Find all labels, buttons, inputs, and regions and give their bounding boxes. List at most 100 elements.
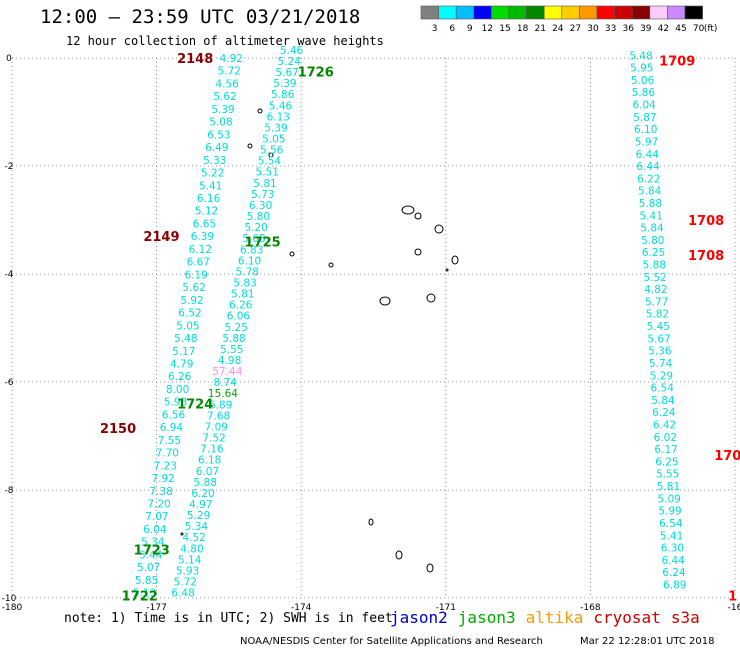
swh-value-label: 5.52	[643, 272, 666, 284]
data-labels: 5.135.855.073.445.346.047.077.207.387.92…	[133, 45, 687, 600]
swh-value-label: 5.12	[195, 206, 218, 218]
island-outline	[434, 224, 444, 234]
swh-value-label: 6.10	[238, 255, 261, 267]
swh-value-label: 5.73	[251, 189, 274, 201]
swh-value-label: 5.33	[203, 155, 226, 167]
swh-value-label: 5.48	[629, 50, 652, 62]
pass-time-label: 2149	[143, 230, 179, 245]
axis-ticks: -180 -177 -174 -171 -168 -16 0 -2 -4 -6 -8 -10	[2, 54, 740, 613]
scale-label: 21	[534, 24, 545, 34]
swh-value-label: 5.06	[631, 75, 655, 87]
island-outline	[247, 143, 253, 149]
x-tick-label: -180	[2, 603, 23, 613]
swh-value-label: 7.55	[158, 435, 181, 447]
swh-value-label: 5.88	[194, 477, 217, 489]
scale-label: 45	[675, 24, 686, 34]
x-tick-label: -16	[728, 603, 740, 613]
grid-lines	[11, 57, 736, 599]
swh-value-label: 4.80	[180, 543, 203, 555]
island-outline	[368, 518, 374, 526]
swh-value-label: 7.07	[145, 511, 168, 523]
swh-value-label: 5.72	[218, 66, 241, 78]
swh-value-label: 5.39	[264, 122, 287, 134]
pass-time-label: 1726	[298, 66, 334, 81]
swh-value-label: 5.56	[260, 145, 284, 157]
island-outline	[395, 550, 403, 560]
scale-label: 3	[432, 24, 438, 34]
swh-value-label: 6.26	[168, 371, 192, 383]
scale-label: 30	[587, 24, 599, 34]
swh-value-label: 5.46	[280, 45, 304, 57]
swh-value-label: 5.84	[638, 186, 662, 198]
swh-value-label: 7.70	[156, 448, 179, 460]
swh-value-label: 5.41	[640, 210, 663, 222]
swh-value-label: 15.64	[208, 388, 238, 400]
swh-value-label: 4.92	[220, 53, 243, 65]
swh-value-label: 6.25	[642, 247, 665, 259]
swh-value-label: 6.20	[191, 488, 214, 500]
swh-value-label: 6.16	[197, 193, 221, 205]
swh-value-label: 6.83	[240, 244, 263, 256]
swh-value-label: 5.67	[647, 333, 670, 345]
swh-value-label: 6.30	[661, 543, 684, 555]
swh-value-label: 5.55	[220, 344, 243, 356]
swh-value-label: 5.99	[658, 506, 681, 518]
swh-value-label: 6.04	[632, 100, 656, 112]
swh-value-label: 5.17	[172, 346, 195, 358]
swh-value-label: 6.67	[187, 257, 210, 269]
x-tick-label: -177	[146, 603, 166, 613]
swh-value-label: 5.51	[256, 167, 279, 179]
swh-value-label: 6.49	[205, 142, 228, 154]
swh-value-label: 5.25	[225, 322, 248, 334]
island-outline	[445, 268, 449, 272]
swh-value-label: 4.52	[182, 532, 205, 544]
swh-value-label: 5.22	[201, 168, 224, 180]
swh-value-label: 5.45	[647, 321, 670, 333]
swh-value-label: 6.65	[193, 218, 216, 230]
swh-value-label: 6.10	[634, 124, 657, 136]
swh-value-label: 6.44	[636, 161, 660, 173]
pass-time-label: 1725	[245, 236, 281, 251]
island-outline	[379, 296, 391, 306]
satellite-legend-item: cryosat	[593, 608, 661, 627]
scale-label: 33	[605, 24, 616, 34]
pass-time-label: 1724	[177, 398, 213, 413]
pass-time-label: 2150	[100, 422, 136, 437]
swh-value-label: 57.44	[212, 366, 242, 378]
swh-value-label: 6.06	[227, 311, 251, 323]
color-scale-legend: 3 6 9 12 15 18 21 24 27 30 33 36 39 42 45 70 (ft)	[420, 5, 718, 34]
swh-value-label: 7.16	[200, 444, 224, 456]
swh-value-label: 5.95	[630, 63, 653, 75]
swh-value-label: 5.93	[176, 565, 199, 577]
swh-value-label: 5.72	[174, 577, 197, 589]
swh-value-label: 5.86	[632, 87, 656, 99]
swh-value-label: 5.29	[187, 510, 210, 522]
satellite-legend-item: jason2	[390, 608, 448, 627]
swh-value-label: 5.36	[648, 346, 672, 358]
island-outline	[268, 152, 274, 158]
swh-value-label: 6.12	[189, 244, 212, 256]
swh-value-label: 8.00	[166, 384, 189, 396]
swh-value-label: 6.44	[636, 149, 660, 161]
swh-value-label: 6.26	[229, 300, 253, 312]
swh-value-label: 5.88	[643, 260, 666, 272]
swh-value-label: 5.98	[164, 397, 187, 409]
scale-label: 9	[467, 24, 473, 34]
scale-label: 15	[499, 24, 510, 34]
swh-value-label: 6.13	[267, 111, 290, 123]
swh-value-label: 7.92	[151, 473, 174, 485]
swh-value-label: 8.74	[213, 377, 237, 389]
pass-time-label: 1	[728, 589, 737, 604]
swh-value-label: 5.34	[185, 521, 209, 533]
swh-value-label: 6.53	[207, 129, 230, 141]
island-outline	[414, 212, 422, 220]
scale-unit: (ft)	[704, 24, 718, 34]
swh-value-label: 6.02	[654, 432, 677, 444]
island-outline	[289, 251, 295, 257]
swh-value-label: 6.89	[209, 399, 232, 411]
swh-value-label: 5.81	[231, 289, 254, 301]
swh-value-label: 5.83	[233, 277, 256, 289]
swh-value-label: 5.84	[651, 395, 675, 407]
swh-value-label: 7.09	[205, 421, 228, 433]
scale-label: 27	[570, 24, 581, 34]
